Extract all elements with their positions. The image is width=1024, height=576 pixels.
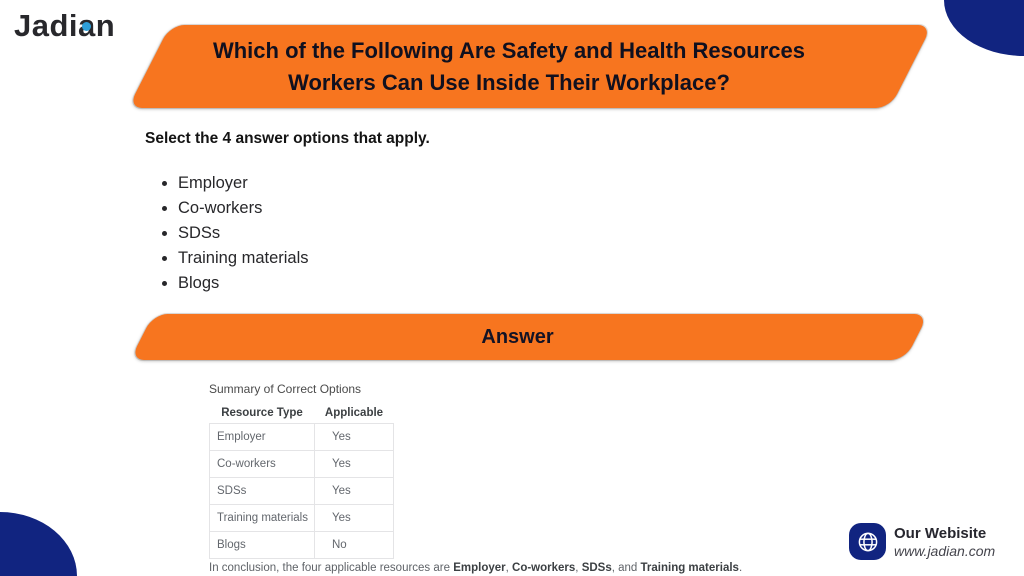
website-url: www.jadian.com (894, 542, 996, 559)
website-badge: Our Webisite www.jadian.com (849, 523, 995, 560)
cell-applicable: Yes (314, 477, 394, 505)
table-row: SDSs Yes (209, 477, 394, 505)
cell-applicable: Yes (314, 504, 394, 532)
conclusion-segment-training-materials: Training materials (640, 562, 739, 574)
header-resource-type: Resource Type (221, 406, 303, 419)
cell-resource: Blogs (209, 531, 315, 559)
answer-banner: Answer (130, 314, 929, 360)
instruction-text: Select the 4 answer options that apply. (145, 130, 430, 147)
cell-resource: Training materials (209, 504, 315, 532)
conclusion-segment: , (575, 562, 582, 574)
cell-resource: Employer (209, 423, 315, 451)
conclusion-segment: In conclusion, the four applicable resou… (209, 562, 454, 574)
answer-banner-inner: Answer (130, 314, 905, 360)
option-training-materials: Training materials (178, 249, 309, 267)
table-row: Employer Yes (209, 423, 394, 451)
table-row: Co-workers Yes (209, 450, 394, 478)
cell-applicable: Yes (314, 450, 394, 478)
conclusion-segment-employer: Employer (453, 562, 506, 574)
cell-applicable: Yes (314, 423, 394, 451)
website-label: Our Webisite (894, 524, 987, 542)
logo-i-dot (82, 22, 91, 31)
summary-title: Summary of Correct Options (209, 382, 362, 396)
answer-options-list: Employer Co-workers SDSs Training materi… (160, 174, 309, 299)
cell-resource: SDSs (209, 477, 315, 505)
corner-blob-top-right (944, 0, 1024, 56)
question-title-line-1: Which of the Following Are Safety and He… (212, 37, 806, 63)
conclusion-segment: . (738, 562, 743, 574)
website-text: Our Webisite www.jadian.com (894, 526, 995, 558)
answer-banner-label: Answer (481, 325, 554, 348)
jadian-logo: Jadian (14, 10, 115, 41)
conclusion-segment-co-workers: Co-workers (512, 562, 576, 574)
conclusion-segment: , (505, 562, 513, 574)
table-row: Training materials Yes (209, 504, 394, 532)
question-title-line-2: Workers Can Use Inside Their Workplace? (288, 69, 730, 95)
option-co-workers: Co-workers (178, 199, 309, 217)
question-title-banner-inner: Which of the Following Are Safety and He… (128, 25, 890, 108)
option-employer: Employer (178, 174, 309, 192)
cell-resource: Co-workers (209, 450, 315, 478)
question-title-banner: Which of the Following Are Safety and He… (128, 25, 933, 108)
summary-table: Resource Type Applicable Employer Yes Co… (209, 402, 394, 559)
conclusion-segment-sdss: SDSs (581, 562, 612, 574)
conclusion-segment: , and (611, 562, 641, 574)
summary-table-header-row: Resource Type Applicable (210, 402, 394, 424)
cell-applicable: No (314, 531, 394, 559)
conclusion-text: In conclusion, the four applicable resou… (209, 562, 742, 574)
option-sdss: SDSs (178, 224, 309, 242)
option-blogs: Blogs (178, 274, 309, 292)
corner-blob-bottom-left (0, 512, 77, 576)
table-row: Blogs No (209, 531, 394, 559)
logo-text: Jadian (14, 8, 116, 43)
answer-summary: Summary of Correct Options Resource Type… (209, 382, 742, 574)
globe-icon (858, 532, 877, 551)
header-applicable: Applicable (324, 406, 384, 419)
globe-badge (849, 523, 886, 560)
